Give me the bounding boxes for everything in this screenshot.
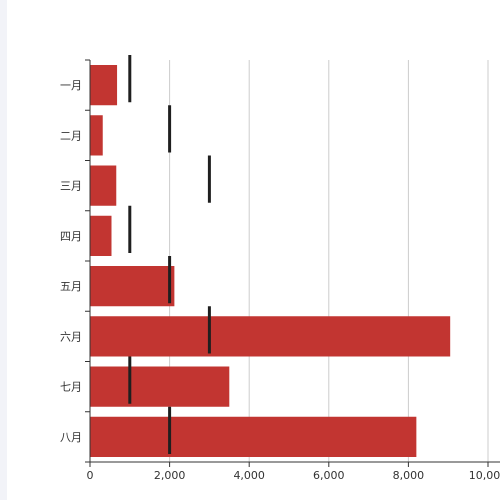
bar [90,165,117,206]
x-tick-label: 8,000 [393,469,425,482]
x-tick-label: 10,000 [469,469,500,482]
bar [90,366,230,407]
axes: 0 2,000 4,000 6,000 8,000 10,000 一月二月三月四月五月六月七… [60,59,500,482]
y-category-label: 四月 [60,230,82,243]
x-tick-label: 6,000 [313,469,345,482]
bar [90,416,417,457]
bar [90,115,103,156]
markers [128,55,211,454]
bar [90,215,112,256]
y-category-label: 一月 [60,79,82,92]
bar [90,316,451,357]
y-category-label: 六月 [60,330,82,343]
x-tick-label: 4,000 [233,469,265,482]
bar [90,65,118,106]
bars [90,65,451,457]
left-edge-strip [0,0,7,500]
y-category-label: 八月 [60,431,82,444]
x-tick-label: 2,000 [154,469,186,482]
y-category-label: 三月 [60,180,82,193]
y-category-label: 二月 [60,129,82,142]
y-category-label: 五月 [60,280,82,293]
y-category-label: 七月 [60,381,82,394]
x-tick-label: 0 [87,469,94,482]
bar [90,266,175,307]
